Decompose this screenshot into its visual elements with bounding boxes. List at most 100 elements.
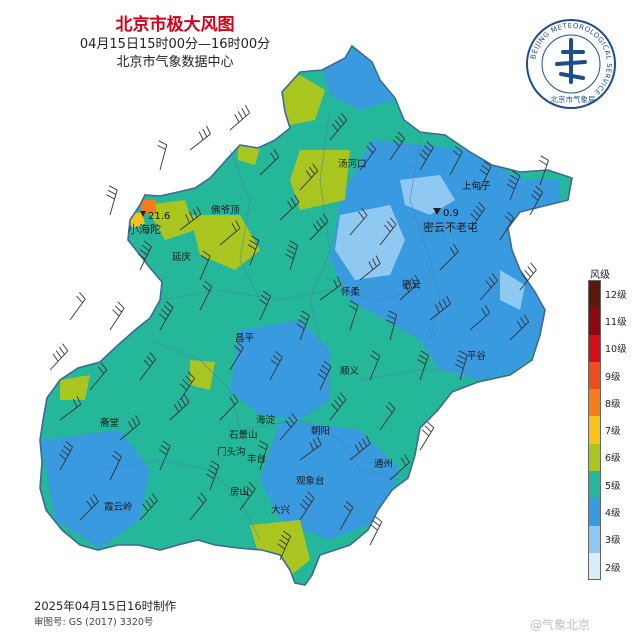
wind-barb [219, 220, 241, 246]
place-labels: 汤河口 上甸子 佛爷顶 小海陀 延庆 密云不老屯 怀柔 密云 昌平 平谷 顺义 … [100, 158, 491, 516]
legend-item: 5级 [588, 471, 628, 499]
wind-barb [206, 460, 220, 491]
wind-barb [299, 163, 319, 191]
wind-barb [247, 235, 260, 266]
wind-barb [339, 501, 354, 531]
wind-barb [59, 396, 82, 421]
wind-barb [109, 450, 122, 481]
wind-barb [369, 350, 381, 381]
wind-barb [509, 314, 530, 341]
legend-swatch [588, 361, 601, 390]
wind-barb [519, 262, 537, 291]
legend-label: 10级 [605, 344, 627, 356]
wind-barb [349, 207, 368, 236]
legend-item: 12级 [588, 280, 628, 308]
title-block: 北京市极大风图 04月15日15时00分—16时00分 北京市气象数据中心 [60, 14, 290, 72]
wind-barb [499, 211, 515, 241]
wind-barb [79, 493, 99, 521]
wind-barb [389, 454, 410, 481]
wind-barb [429, 295, 451, 321]
place-label: 斋堂 [100, 417, 119, 429]
place-label: 房山 [230, 486, 249, 498]
wind-barb [219, 393, 239, 421]
wind-barb [269, 350, 283, 381]
triangle-marker-icon [433, 208, 441, 215]
place-label: 石景山 [229, 430, 258, 441]
wind-barb [179, 206, 202, 231]
wind-barb [189, 492, 207, 521]
legend-swatch [588, 525, 601, 553]
place-label: 通州 [374, 459, 393, 470]
wind-barb [389, 131, 405, 161]
wind-barb [199, 250, 211, 281]
legend-label: 3级 [605, 535, 621, 547]
max-wind-value: 21.6 [148, 211, 170, 222]
wind-barb [309, 213, 329, 241]
wind-barb [359, 142, 377, 171]
wind-barb [259, 290, 271, 321]
wind-barb [349, 435, 371, 461]
place-label: 大兴 [271, 504, 290, 516]
wind-barb [317, 360, 332, 391]
place-label: 门头沟 [217, 446, 246, 458]
legend-item: 6级 [588, 443, 628, 472]
wind-barb [379, 217, 397, 246]
wind-barb [417, 350, 429, 381]
place-label: 延庆 [172, 251, 192, 263]
legend-item: 11级 [588, 307, 628, 335]
wind-barb [199, 280, 213, 311]
wind-barb [89, 362, 108, 391]
wind-barb [529, 186, 543, 216]
wind-barb [449, 145, 463, 176]
wind-barb [229, 104, 251, 131]
legend-swatch [588, 443, 601, 472]
legend-label: 6级 [605, 453, 621, 465]
wind-barb [239, 482, 256, 511]
map-approval-number: 审图号: GS (2017) 3320号 [34, 617, 154, 628]
wind-barb [179, 371, 195, 401]
wind-barb [479, 273, 498, 301]
wind-barb [58, 441, 73, 471]
district-boundaries [99, 109, 460, 541]
meteorological-service-logo: BEIJING METEOROLOGICAL SERVICE 北京市气象局 [525, 18, 617, 110]
production-time: 2025年04月15日16时制作 [34, 599, 177, 613]
place-label: 丰台 [247, 453, 266, 465]
wind-barb [319, 276, 342, 301]
legend-item: 9级 [588, 361, 628, 390]
legend-swatch [588, 552, 601, 581]
legend-label: 5级 [605, 480, 621, 492]
wind-barb [157, 140, 168, 171]
min-wind-marker: 0.9 [433, 208, 459, 219]
legend-item: 4级 [588, 498, 628, 526]
legend-label: 8级 [605, 398, 621, 410]
wind-barb [169, 394, 190, 421]
wind-barb [259, 149, 280, 176]
wind-barb [109, 301, 125, 331]
place-label: 小海陀 [128, 222, 161, 236]
place-label: 顺义 [340, 366, 360, 377]
wind-barb [285, 240, 299, 271]
wind-barb [229, 341, 244, 371]
wind-barb [419, 141, 434, 171]
legend-item: 10级 [588, 334, 628, 362]
place-label: 朝阳 [311, 426, 330, 437]
place-label: 汤河口 [338, 158, 367, 170]
wind-barb [479, 160, 492, 191]
wind-barb [369, 515, 383, 546]
wind-barb [455, 350, 468, 381]
place-label: 密云不老屯 [423, 220, 478, 234]
wind-barb [137, 240, 152, 271]
wind-barb [329, 392, 347, 421]
min-wind-value: 0.9 [443, 208, 459, 219]
wind-barb [329, 112, 348, 141]
legend-swatch [588, 307, 601, 335]
wind-barb [348, 300, 359, 331]
wind-barb [106, 185, 118, 216]
wind-barb [299, 436, 322, 461]
time-range: 04月15日15时00分—16时00分 [79, 37, 271, 52]
legend-label: 4级 [605, 508, 621, 520]
wind-barb [277, 530, 291, 561]
wind-barb [296, 310, 310, 341]
legend-label: 2级 [605, 562, 621, 574]
place-label: 佛爷顶 [211, 204, 240, 216]
